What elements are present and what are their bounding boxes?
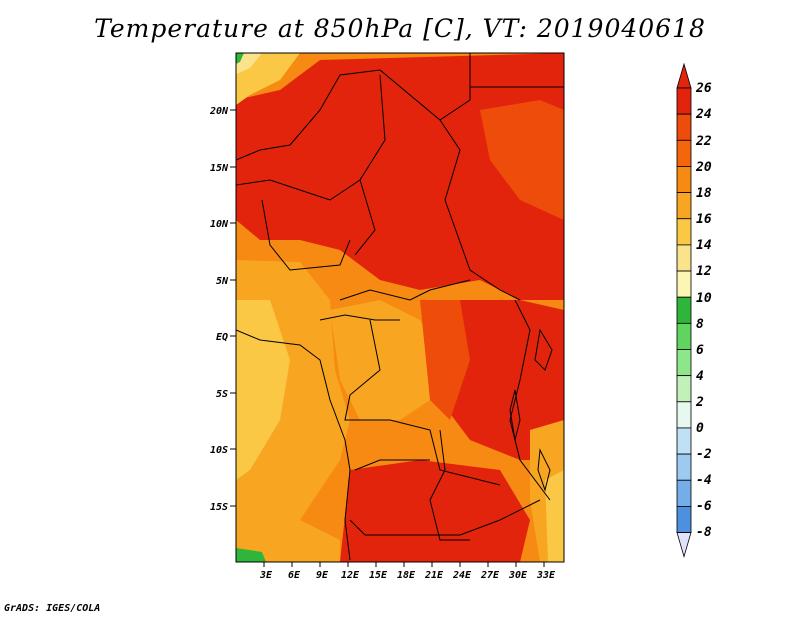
field-northwest-cool — [236, 53, 300, 105]
colorbar-segment — [676, 87, 692, 115]
credit-text: GrADS: IGES/COLA — [4, 603, 101, 614]
x-tick-label: 30E — [508, 570, 528, 581]
colorbar-labels: 26 24 22 20 18 16 14 12 10 8 6 4 2 0 -2 … — [695, 81, 712, 540]
colorbar-segment — [676, 113, 692, 141]
colorbar-label: 6 — [696, 343, 704, 358]
colorbar-segment — [676, 479, 692, 507]
colorbar-label: -4 — [696, 473, 712, 488]
temperature-field — [236, 53, 564, 562]
colorbar-label: 10 — [696, 291, 712, 306]
colorbar-label: -8 — [696, 525, 712, 540]
y-tick-label: 20N — [209, 106, 229, 117]
colorbar-segment — [676, 270, 692, 298]
x-tick-label: 9E — [316, 570, 329, 581]
colorbar-top-arrow — [676, 62, 692, 89]
colorbar-label: 22 — [695, 134, 712, 149]
lake-victoria — [534, 328, 553, 371]
colorbar-segment — [676, 453, 692, 481]
colorbar-segment — [676, 139, 692, 167]
field-green-patch-south — [236, 548, 266, 562]
x-tick-label: 21E — [424, 570, 444, 581]
colorbar-segment — [676, 244, 692, 272]
field-ocean-cool — [236, 300, 290, 480]
colorbar-segment — [676, 192, 692, 220]
map-frame — [235, 52, 565, 563]
colorbar-segment — [676, 401, 692, 429]
colorbar-label: 26 — [695, 81, 712, 96]
colorbar-label: -6 — [696, 499, 712, 514]
field-green-patch-north — [236, 53, 244, 64]
boundary-east — [509, 299, 551, 501]
boundary-sahel — [236, 179, 361, 201]
y-tick-label: 10S — [210, 445, 228, 456]
x-tick-label: 27E — [480, 570, 500, 581]
field-east-hot — [440, 300, 564, 460]
y-tick-label: 15N — [210, 163, 229, 174]
boundary-drc — [344, 319, 501, 486]
x-tick-label: 3E — [259, 570, 273, 581]
boundary-south — [349, 499, 541, 536]
field-east-mid — [420, 300, 470, 420]
colorbar-segment — [676, 322, 692, 350]
lake-malawi — [537, 448, 551, 492]
colorbar-segment — [676, 505, 692, 533]
colorbar-bottom-arrow — [676, 532, 692, 558]
colorbar-segment — [676, 218, 692, 246]
colorbar-label: -2 — [696, 447, 712, 462]
x-tick-label: 24E — [452, 570, 472, 581]
field-southeast-cool — [545, 470, 564, 562]
field-northeast — [480, 100, 564, 220]
boundary-gabon — [319, 314, 400, 321]
chart-title: Temperature at 850hPa [C], VT: 201904061… — [94, 14, 706, 43]
colorbar-label: 12 — [696, 264, 712, 279]
boundary-angola-south — [354, 459, 430, 471]
y-tick-label: 5N — [216, 276, 229, 287]
y-tick-label: 10N — [210, 219, 229, 230]
field-southwest — [236, 520, 340, 562]
colorbar-segment — [676, 349, 692, 377]
field-northwest-coolest — [236, 53, 262, 74]
colorbar-label: 0 — [696, 421, 704, 436]
y-tick-label: 15S — [210, 502, 228, 513]
colorbar-segment — [676, 375, 692, 403]
x-tick-label: 33E — [536, 570, 556, 581]
field-south-hot — [340, 460, 530, 562]
colorbar-segment — [676, 296, 692, 324]
boundary-nigeria — [261, 199, 351, 271]
colorbar-label: 18 — [696, 186, 712, 201]
coastline-west — [236, 329, 351, 561]
boundary-chad-east — [439, 119, 521, 301]
boundary-car — [339, 279, 471, 301]
colorbar-label: 24 — [695, 107, 712, 122]
colorbar-segment — [676, 427, 692, 455]
x-tick-label: 15E — [369, 570, 388, 581]
colorbar-label: 14 — [696, 238, 712, 253]
colorbar-segment — [676, 166, 692, 193]
y-tick-label: 5S — [216, 389, 228, 400]
colorbar-label: 16 — [696, 212, 712, 227]
colorbar-label: 2 — [695, 395, 704, 410]
lake-tanganyika — [509, 389, 521, 441]
colorbar — [676, 62, 692, 558]
x-tick-label: 6E — [288, 570, 301, 581]
colorbar-label: 8 — [696, 317, 704, 332]
x-tick-label: 12E — [341, 570, 360, 581]
x-tick-label: 18E — [397, 570, 416, 581]
colorbar-label: 4 — [696, 369, 704, 384]
y-tick-label: EQ — [216, 332, 228, 343]
colorbar-label: 20 — [695, 160, 712, 175]
boundary-zambia — [429, 429, 470, 541]
field-central — [330, 300, 440, 420]
boundary-north — [236, 53, 471, 161]
x-axis: 3E 6E 9E 12E 15E 18E 21E 24E 27E 30E 33E — [259, 562, 556, 581]
y-axis: 20N 15N 10N 5N EQ 5S 10S 15S — [209, 106, 236, 513]
country-boundaries — [236, 53, 564, 561]
